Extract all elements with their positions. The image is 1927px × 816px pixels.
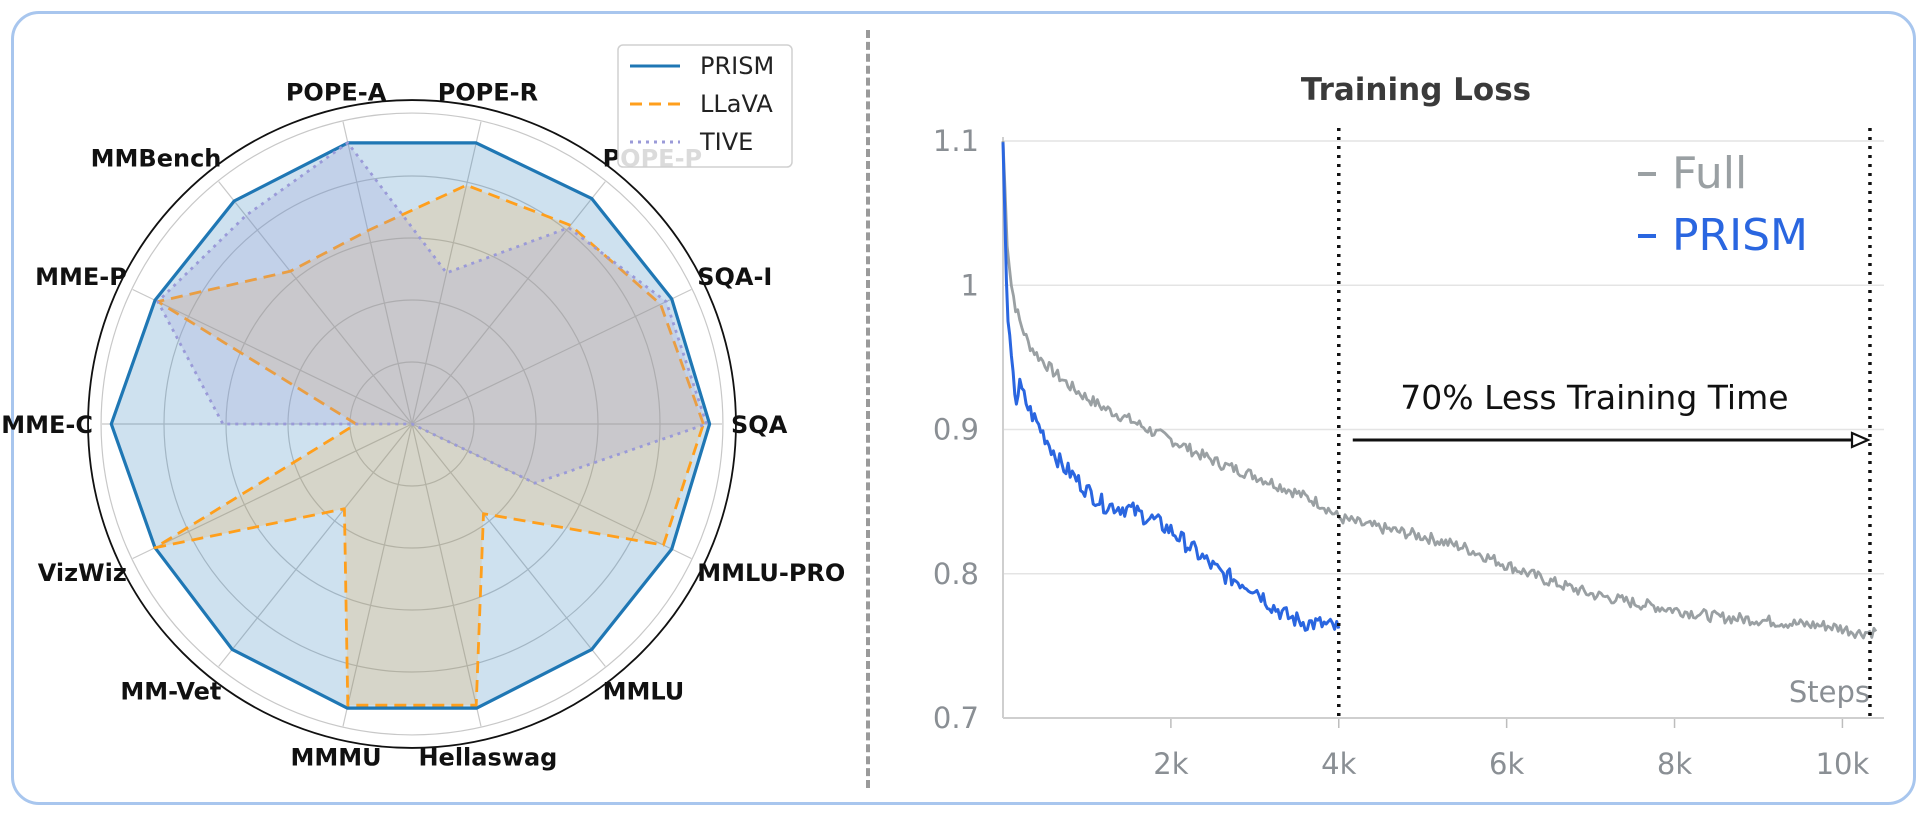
radar-spoke [411, 181, 606, 425]
loss-xlabel: Steps [1789, 675, 1870, 709]
radar-series [109, 141, 712, 710]
loss-ytick-label: 0.7 [933, 701, 979, 735]
radar-grid-ring [100, 112, 724, 736]
radar-spoke [342, 121, 413, 425]
loss-legend: Full PRISM [1638, 148, 1808, 261]
loss-annotation-arrowhead [1850, 431, 1871, 449]
loss-series-full [1001, 141, 1878, 640]
radar-axis-label-mm-vet: MM-Vet [120, 678, 221, 706]
loss-ytick-label: 1 [961, 268, 979, 302]
radar-series-prism [109, 141, 712, 710]
loss-legend-label-full: Full [1672, 148, 1747, 199]
loss-grid: 0.7 0.8 0.9 1 1.1 2k 4k 6k 8k 10k Steps [933, 124, 1884, 781]
loss-chart: Training Loss 0.7 0.8 0.9 1 1.1 2k 4k 6k 8k 10k St… [933, 72, 1884, 781]
radar-legend-label-prism: PRISM [700, 52, 774, 80]
radar-spoke [411, 423, 482, 727]
radar-series-tive [156, 141, 708, 485]
radar-axis-label-pope-r: POPE-R [438, 79, 538, 107]
loss-series-prism [1001, 142, 1341, 632]
loss-ytick-label: 0.8 [933, 557, 979, 591]
radar-outer-frame [87, 99, 737, 749]
radar-legend-label-tive: TIVE [699, 128, 753, 156]
radar-spoke [218, 181, 413, 425]
loss-xtick-label: 4k [1321, 747, 1356, 781]
radar-spoke [218, 423, 413, 667]
radar-axis-label-mmbench: MMBench [91, 144, 222, 172]
loss-xtick-label: 10k [1816, 747, 1870, 781]
radar-axis-label-mmlu: MMLU [603, 678, 685, 706]
loss-ytick-label: 0.9 [933, 413, 979, 447]
radar-axis-label-mme-p: MME-P [35, 263, 127, 291]
radar-grid [87, 99, 737, 749]
radar-axis-label-mmmu: MMMU [291, 744, 382, 772]
radar-axis-label-vizwiz: VizWiz [38, 559, 127, 587]
radar-spoke [411, 423, 606, 667]
radar-spoke [132, 423, 413, 560]
radar-axis-label-mmlu-pro: MMLU-PRO [697, 559, 845, 587]
loss-annotations: 70% Less Training Time [1337, 128, 1872, 718]
loss-annotation-text: 70% Less Training Time [1400, 378, 1788, 417]
radar-axis-label-hellaswag: Hellaswag [418, 744, 557, 772]
loss-legend-label-prism: PRISM [1672, 210, 1808, 261]
radar-spoke [342, 423, 413, 727]
radar-legend-box [617, 44, 793, 168]
radar-chart: SQASQA-IPOPE-PPOPE-RPOPE-AMMBenchMME-PMM… [1, 44, 845, 772]
radar-legend-label-llava: LLaVA [700, 90, 773, 118]
radar-spoke [411, 423, 692, 560]
radar-legend: PRISM LLaVA TIVE [617, 44, 793, 168]
radar-spoke [411, 288, 692, 425]
loss-xtick-label: 8k [1657, 747, 1692, 781]
figure-frame [11, 11, 1916, 805]
loss-series [1001, 141, 1878, 640]
radar-axis-label-mme-c: MME-C [1, 411, 93, 439]
radar-spoke [411, 121, 482, 425]
panel-divider [866, 30, 870, 788]
loss-chart-title: Training Loss [1301, 72, 1531, 108]
radar-axis-label-pope-a: POPE-A [286, 79, 387, 107]
radar-axis-label-sqa-i: SQA-I [697, 263, 772, 291]
loss-xtick-label: 2k [1153, 747, 1188, 781]
loss-ytick-label: 1.1 [933, 124, 979, 158]
radar-axis-label-sqa: SQA [731, 411, 788, 439]
loss-xtick-label: 6k [1489, 747, 1524, 781]
radar-spoke [132, 288, 413, 425]
